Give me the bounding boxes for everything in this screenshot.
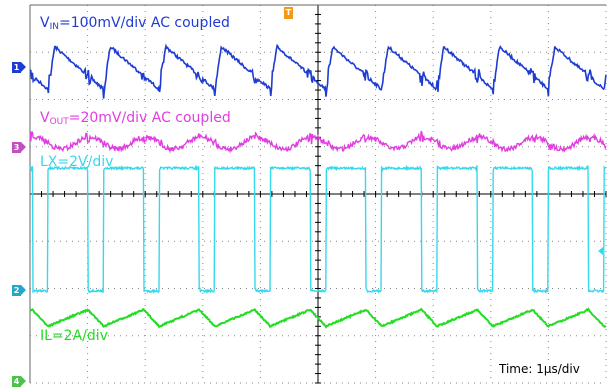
graticule	[29, 4, 607, 384]
channel-4-marker[interactable]: 4	[12, 376, 26, 387]
lx-level-indicator	[598, 247, 603, 255]
channel-1-marker[interactable]: 1	[12, 62, 26, 73]
il-trace	[29, 307, 607, 329]
vout-label-prefix: V	[40, 110, 50, 126]
vin-label: VIN=100mV/div AC coupled	[40, 15, 230, 35]
channel-2-marker[interactable]: 2	[12, 285, 26, 296]
vin-trace	[29, 43, 607, 99]
trace-group	[29, 43, 607, 329]
lx-label: LX=2V/div	[40, 154, 114, 170]
time-scale-label: Time: 1μs/div	[497, 360, 582, 378]
vin-label-prefix: V	[40, 15, 50, 31]
lx-trace	[29, 164, 607, 294]
vin-label-suffix: =100mV/div AC coupled	[58, 15, 230, 31]
vout-label: VOUT=20mV/div AC coupled	[40, 110, 231, 130]
il-label: IL=2A/div	[40, 328, 108, 344]
vout-trace	[29, 130, 607, 154]
channel-3-marker[interactable]: 3	[12, 142, 26, 153]
vout-label-suffix: =20mV/div AC coupled	[68, 110, 231, 126]
trigger-marker[interactable]: T	[284, 7, 293, 19]
vout-label-sub: OUT	[49, 117, 69, 127]
vin-label-sub: IN	[49, 22, 59, 32]
